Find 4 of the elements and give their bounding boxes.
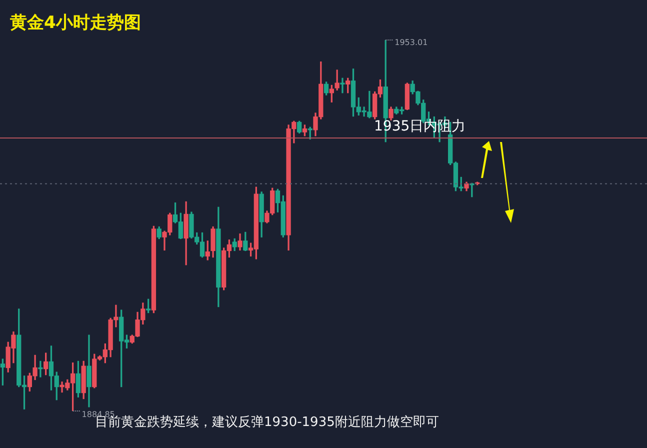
candlestick bbox=[38, 360, 43, 378]
chart-title: 黄金4小时走势图 bbox=[9, 13, 141, 33]
candlestick bbox=[340, 78, 345, 94]
annotation: 1953.01 bbox=[394, 38, 428, 48]
